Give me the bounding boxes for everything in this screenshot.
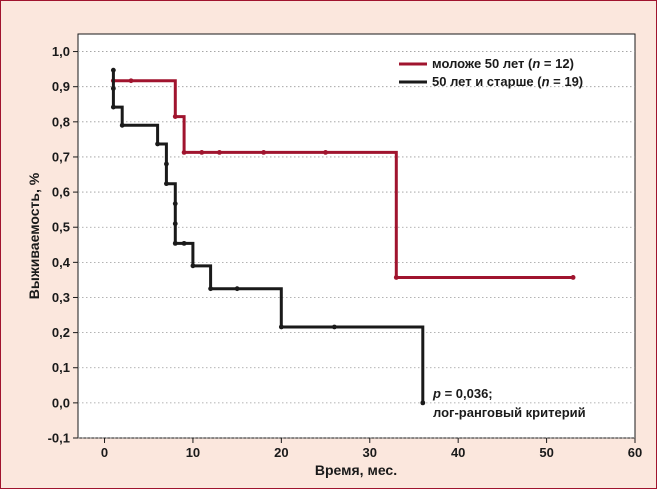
censor-point-50plus	[172, 221, 178, 227]
x-tick-label: 50	[539, 445, 553, 460]
p-value-annotation: p = 0,036; лог-ранговый критерий	[432, 386, 586, 420]
censor-point-50plus	[331, 324, 337, 330]
censor-point-under50	[128, 78, 134, 84]
censor-point-50plus	[181, 240, 187, 246]
plot-area	[77, 33, 636, 439]
y-tick-label: 0,2	[52, 325, 70, 340]
censor-point-50plus	[164, 181, 169, 187]
censor-point-50plus	[172, 240, 178, 246]
x-axis-title: Время, мес.	[315, 462, 397, 478]
p-value-text: p = 0,036;	[432, 386, 493, 401]
axis-ticks	[73, 51, 636, 443]
y-tick-label: 0,4	[52, 255, 71, 270]
censor-point-under50	[570, 275, 576, 280]
censor-point-50plus	[155, 141, 160, 147]
y-tick-label: 0,7	[52, 149, 70, 164]
series-lines	[110, 67, 576, 406]
censor-point-under50	[261, 149, 267, 155]
x-tick-label: 40	[451, 445, 465, 460]
series-line-under50	[113, 79, 574, 279]
censor-point-50plus	[110, 67, 116, 73]
y-tick-labels: 1,0 0,9 0,8 0,7 0,6 0,5 0,4 0,3 0,2 0,1 0,0 -0,1	[48, 44, 71, 445]
censor-point-50plus	[172, 201, 178, 207]
y-tick-label: -0,1	[48, 431, 70, 446]
censor-point-50plus	[190, 263, 196, 269]
censor-point-50plus	[420, 400, 426, 406]
y-tick-label: 0,1	[52, 360, 70, 375]
x-tick-label: 30	[363, 445, 377, 460]
censor-point-50plus	[119, 122, 125, 128]
y-tick-label: 1,0	[52, 44, 70, 59]
x-tick-label: 0	[101, 445, 108, 460]
y-tick-label: 0,0	[52, 395, 70, 410]
y-axis-title: Выживаемость, %	[26, 172, 42, 299]
censor-point-50plus	[208, 286, 214, 292]
series-line-50plus	[111, 70, 425, 403]
x-tick-label: 60	[628, 445, 642, 460]
grid-lines	[78, 51, 635, 439]
censor-point-50plus	[164, 161, 169, 167]
test-name-text: лог-ранговый критерий	[433, 405, 586, 420]
censor-point-under50	[199, 149, 205, 155]
censor-point-50plus	[110, 86, 116, 91]
censor-point-under50	[393, 275, 399, 280]
legend-label-under50: моложе 50 лет (n = 12)	[432, 56, 574, 71]
y-tick-label: 0,8	[52, 114, 70, 129]
x-tick-labels: 0 10 20 30 40 50 60	[101, 445, 642, 460]
y-tick-label: 0,9	[52, 79, 70, 94]
legend-label-50plus: 50 лет и старше (n = 19)	[432, 74, 583, 89]
legend: моложе 50 лет (n = 12) 50 лет и старше (…	[399, 56, 583, 89]
censor-point-under50	[323, 149, 328, 155]
censor-point-50plus	[110, 104, 116, 110]
censor-point-50plus	[234, 286, 240, 292]
y-tick-label: 0,6	[52, 185, 70, 200]
censor-point-under50	[181, 149, 187, 155]
censor-point-under50	[217, 149, 222, 155]
censor-point-under50	[172, 114, 178, 119]
y-tick-label: 0,3	[52, 290, 70, 305]
y-tick-label: 0,5	[52, 220, 70, 235]
x-tick-label: 10	[186, 445, 200, 460]
x-tick-label: 20	[274, 445, 288, 460]
censor-point-50plus	[278, 324, 284, 330]
